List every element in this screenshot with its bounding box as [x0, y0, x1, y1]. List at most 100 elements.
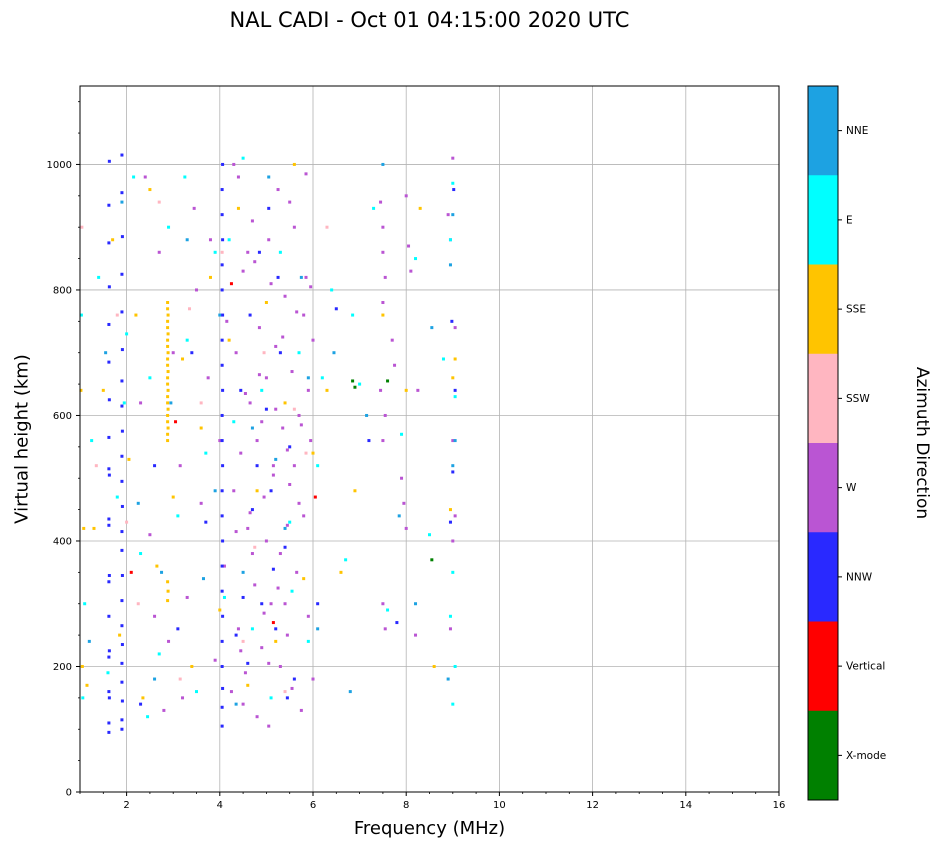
scatter-point-NNW — [239, 388, 243, 392]
scatter-point-SSE — [325, 388, 329, 392]
scatter-point-SSE — [80, 664, 84, 668]
scatter-point-NNW — [120, 504, 124, 508]
scatter-point-W — [274, 344, 278, 348]
scatter-point-W — [453, 326, 457, 330]
scatter-point-NNW — [107, 730, 111, 734]
scatter-point-SSE — [246, 683, 250, 687]
scatter-point-SSE — [166, 401, 170, 405]
scatter-point-W — [285, 448, 289, 452]
scatter-point-W — [379, 388, 383, 392]
scatter-point-NNW — [257, 250, 261, 254]
scatter-point-NNW — [255, 464, 259, 468]
colorbar-segment-E — [808, 175, 838, 265]
scatter-point-SSE — [302, 577, 306, 581]
scatter-point-NNW — [220, 413, 224, 417]
scatter-point-SSE — [155, 564, 159, 568]
scatter-point-W — [281, 335, 285, 339]
scatter-point-NNE — [453, 439, 457, 443]
scatter-point-NNW — [120, 191, 124, 195]
scatter-point-SSE — [82, 526, 86, 530]
scatter-point-SSE — [166, 344, 170, 348]
scatter-point-NNW — [269, 489, 273, 493]
scatter-point-W — [229, 690, 233, 694]
scatter-point-E — [448, 238, 452, 242]
scatter-point-NNW — [190, 351, 194, 355]
scatter-point-W — [260, 646, 264, 650]
colorbar-tick-label: E — [846, 214, 853, 226]
scatter-point-NNE — [332, 351, 336, 355]
scatter-point-E — [146, 715, 150, 719]
scatter-point-NNW — [220, 439, 224, 443]
scatter-point-W — [250, 552, 254, 556]
scatter-point-W — [404, 526, 408, 530]
scatter-point-W — [292, 225, 296, 229]
scatter-point-NNE — [348, 690, 352, 694]
scatter-point-NNW — [221, 614, 225, 618]
scatter-point-E — [125, 332, 129, 336]
y-tick-label: 800 — [53, 285, 72, 296]
scatter-point-W — [299, 708, 303, 712]
scatter-point-SSE — [404, 388, 408, 392]
scatter-point-SSE — [166, 376, 170, 380]
scatter-point-SSE — [166, 301, 170, 305]
scatter-point-SSE — [85, 683, 89, 687]
scatter-point-E — [320, 376, 324, 380]
scatter-point-W — [267, 238, 271, 242]
scatter-point-NNE — [451, 213, 455, 217]
scatter-point-NNW — [107, 573, 111, 577]
x-tick-label: 14 — [679, 800, 692, 811]
scatter-point-NNW — [139, 702, 143, 706]
scatter-point-SSE — [448, 508, 452, 512]
scatter-point-NNW — [120, 348, 124, 352]
colorbar-tick-label: SSW — [846, 393, 870, 405]
colorbar-segment-SSE — [808, 264, 838, 355]
scatter-point-W — [407, 244, 411, 248]
scatter-point-W — [185, 595, 189, 599]
scatter-point-SSE — [208, 275, 212, 279]
scatter-point-W — [281, 426, 285, 430]
scatter-point-Vertical — [271, 621, 275, 625]
scatter-point-W — [253, 260, 257, 264]
x-tick-label: 12 — [586, 800, 599, 811]
scatter-point-NNW — [283, 545, 287, 549]
scatter-point-NNW — [107, 649, 111, 653]
scatter-point-W — [162, 708, 166, 712]
scatter-point-W — [246, 250, 250, 254]
scatter-point-E — [232, 420, 236, 424]
colorbar-tick-label: NNE — [846, 125, 868, 137]
scatter-point-NNW — [220, 188, 224, 192]
scatter-point-W — [253, 583, 257, 587]
scatter-point-SSW — [157, 200, 161, 204]
scatter-point-SSE — [79, 388, 83, 392]
scatter-point-NNE — [283, 526, 287, 530]
scatter-point-NNE — [306, 376, 310, 380]
scatter-point-W — [390, 338, 394, 342]
scatter-point-SSE — [166, 439, 170, 443]
scatter-point-SSE — [166, 307, 170, 311]
scatter-point-W — [381, 225, 385, 229]
scatter-point-SSE — [101, 388, 105, 392]
scatter-point-E — [351, 313, 355, 317]
scatter-point-W — [157, 250, 161, 254]
scatter-point-SSE — [166, 319, 170, 323]
scatter-point-E — [195, 690, 198, 694]
scatter-point-SSW — [188, 307, 192, 311]
scatter-point-W — [292, 464, 296, 468]
scatter-point-SSE — [134, 313, 138, 317]
scatter-point-E — [290, 589, 294, 593]
scatter-point-NNE — [234, 702, 238, 706]
scatter-point-NNW — [107, 285, 111, 289]
scatter-point-SSE — [432, 664, 436, 668]
scatter-point-NNW — [316, 602, 320, 606]
scatter-point-NNE — [136, 501, 140, 505]
scatter-point-E — [83, 602, 87, 606]
scatter-point-NNW — [120, 718, 124, 722]
scatter-point-W — [304, 172, 308, 176]
scatter-point-NNW — [221, 686, 225, 690]
scatter-point-NNW — [221, 464, 225, 468]
scatter-point-W — [192, 206, 196, 210]
scatter-point-NNW — [221, 388, 225, 392]
scatter-point-SSE — [339, 570, 343, 574]
scatter-point-NNW — [107, 360, 111, 364]
